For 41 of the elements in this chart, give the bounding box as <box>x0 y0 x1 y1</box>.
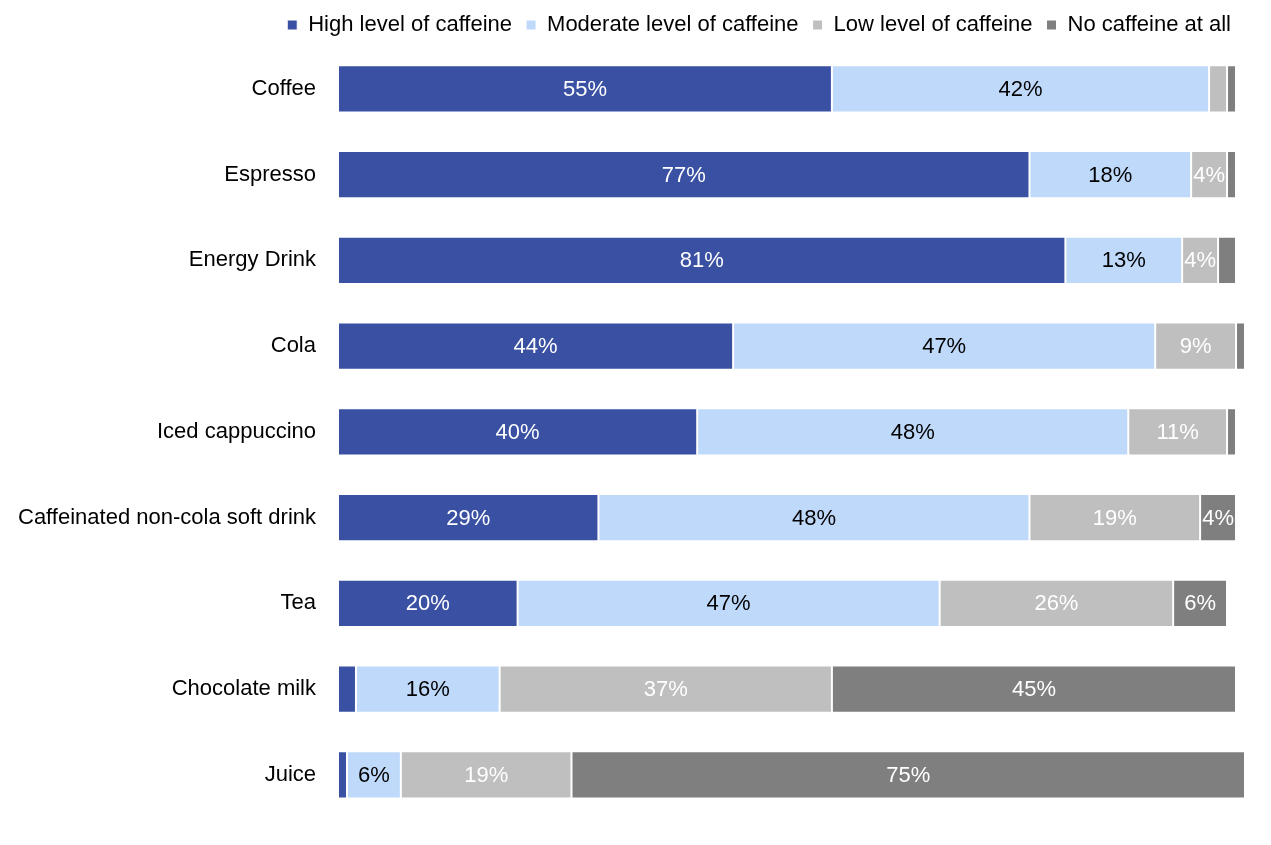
data-label: 18% <box>1088 161 1133 187</box>
data-label: 47% <box>922 333 967 359</box>
y-tick-label: Iced cappuccino <box>157 417 316 443</box>
legend-label: Moderate level of caffeine <box>547 11 799 37</box>
y-tick-label: Energy Drink <box>188 246 317 272</box>
data-label: 48% <box>791 504 836 530</box>
y-tick-label: Cola <box>270 332 317 358</box>
data-label: 47% <box>706 590 751 616</box>
data-label: 29% <box>446 504 491 530</box>
y-tick-label: Caffeinated non-cola soft drink <box>18 503 317 529</box>
data-label: 6% <box>1184 590 1216 616</box>
data-label: 9% <box>1179 333 1212 359</box>
data-label: 77% <box>661 161 706 187</box>
legend-label: Low level of caffeine <box>833 11 1033 37</box>
data-label: 11% <box>1156 418 1199 444</box>
y-tick-label: Coffee <box>251 74 316 100</box>
data-label: 6% <box>358 761 390 787</box>
y-tick-label: Juice <box>264 760 316 786</box>
data-label: 26% <box>1034 590 1079 616</box>
data-label: 55% <box>562 75 607 101</box>
data-label: 37% <box>643 676 688 702</box>
data-label: 16% <box>405 676 450 702</box>
data-label: 19% <box>464 761 509 787</box>
legend-label: No caffeine at all <box>1067 11 1232 37</box>
data-label: 75% <box>886 761 931 787</box>
y-tick-label: Chocolate milk <box>171 675 317 701</box>
data-label: 13% <box>1101 247 1146 273</box>
data-label: 4% <box>1193 161 1225 187</box>
data-label: 81% <box>679 247 724 273</box>
data-label: 44% <box>513 333 558 359</box>
y-tick-label: Espresso <box>224 160 316 186</box>
data-label: 40% <box>495 418 540 444</box>
data-label: 4% <box>1184 247 1216 273</box>
data-label: 45% <box>1011 676 1056 702</box>
data-label: 20% <box>405 590 450 616</box>
data-label: 48% <box>890 418 935 444</box>
data-label: 42% <box>998 75 1043 101</box>
data-label: 19% <box>1092 504 1137 530</box>
y-tick-label: Tea <box>280 589 317 615</box>
data-label: 4% <box>1202 504 1234 530</box>
legend-label: High level of caffeine <box>308 11 513 37</box>
